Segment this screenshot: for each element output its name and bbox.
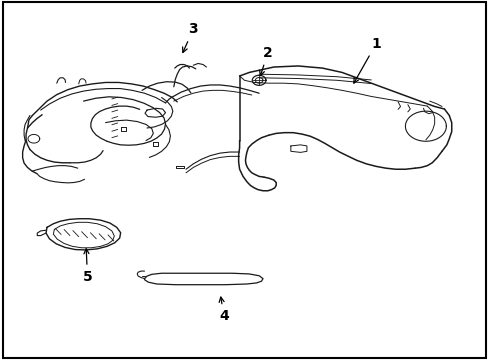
- Text: 4: 4: [219, 297, 228, 323]
- Text: 3: 3: [182, 22, 198, 53]
- Text: 2: 2: [259, 46, 272, 76]
- Text: 1: 1: [353, 37, 380, 83]
- Text: 5: 5: [82, 249, 92, 284]
